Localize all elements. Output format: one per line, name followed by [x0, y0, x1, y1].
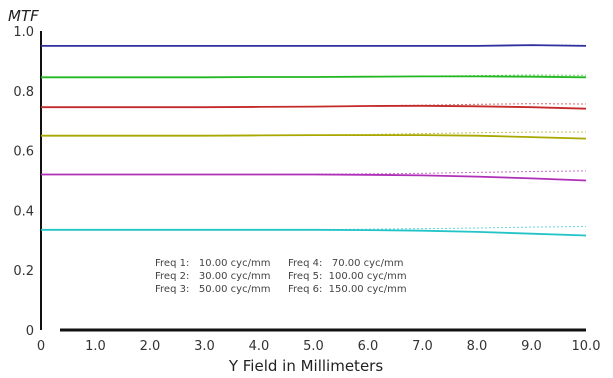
series-1-tangential-line [41, 44, 587, 47]
x-tick-label: 9.0 [521, 339, 542, 354]
x-tick-labels: 0 1.0 2.0 3.0 4.0 5.0 6.0 7.0 8.0 9.0 10.0 [37, 339, 601, 354]
x-tick-label: 5.0 [303, 339, 324, 354]
series-2-tangential-line [41, 75, 587, 79]
x-tick-label: 1.0 [85, 339, 106, 354]
y-tick-label: 0.2 [13, 264, 34, 279]
series-6-tangential-line [41, 228, 587, 237]
x-tick-label: 2.0 [140, 339, 161, 354]
legend-entry-freq-1: Freq 1: 10.00 cyc/mm [155, 258, 270, 269]
y-axis-title: MTF [8, 7, 39, 25]
x-axis-title: Y Field in Millimeters [228, 357, 383, 375]
x-tick-label: 7.0 [412, 339, 433, 354]
y-tick-label: 0.8 [13, 85, 34, 100]
legend-entry-freq-4: Freq 4: 70.00 cyc/mm [288, 258, 403, 269]
series-4-tangential-line [41, 134, 587, 140]
legend-entry-freq-6: Freq 6: 150.00 cyc/mm [288, 284, 407, 295]
x-tick-label: 3.0 [194, 339, 215, 354]
legend: Freq 1: 10.00 cyc/mm Freq 2: 30.00 cyc/m… [155, 258, 407, 295]
y-tick-label: 0.6 [13, 145, 34, 160]
series-3-tangential-line [41, 104, 587, 110]
legend-entry-freq-3: Freq 3: 50.00 cyc/mm [155, 284, 270, 295]
series-5-tangential-line [41, 173, 587, 182]
y-tick-labels: 0 0.2 0.4 0.6 0.8 1.0 [13, 25, 34, 339]
x-tick-label: 10.0 [572, 339, 601, 354]
y-tick-label: 0.4 [13, 204, 34, 219]
x-tick-label: 4.0 [249, 339, 270, 354]
series-lines [41, 44, 587, 237]
y-tick-label: 1.0 [13, 25, 34, 40]
x-tick-label: 6.0 [358, 339, 379, 354]
x-tick-label: 0 [37, 339, 45, 354]
y-tick-label: 0 [26, 324, 34, 339]
legend-entry-freq-2: Freq 2: 30.00 cyc/mm [155, 271, 270, 282]
legend-entry-freq-5: Freq 5: 100.00 cyc/mm [288, 271, 407, 282]
x-tick-label: 8.0 [467, 339, 488, 354]
plot-area [41, 31, 586, 329]
